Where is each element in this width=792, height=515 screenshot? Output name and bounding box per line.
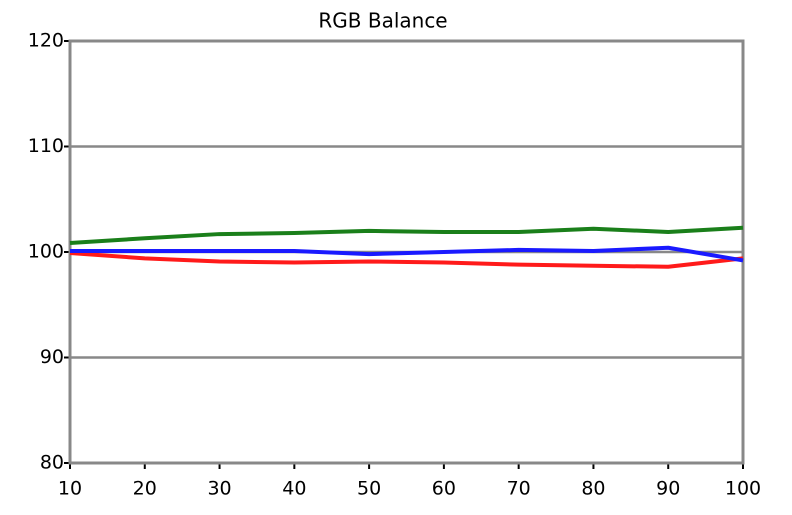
y-tick-label: 110	[28, 135, 64, 157]
y-tick-label: 100	[28, 241, 64, 263]
data-line	[69, 225, 744, 246]
x-tick-label: 40	[282, 478, 306, 500]
x-tick-label: 30	[207, 478, 231, 500]
data-line	[70, 245, 744, 263]
x-tick-label: 50	[357, 478, 381, 500]
x-tick-label: 70	[507, 478, 531, 500]
x-tick-label: 90	[656, 478, 680, 500]
x-tick-label: 100	[725, 478, 761, 500]
y-tick-label: 90	[40, 346, 64, 368]
x-tick-label: 10	[58, 478, 82, 500]
x-tick-label: 60	[432, 478, 456, 500]
data-line	[69, 251, 744, 269]
y-tick-label: 120	[28, 30, 64, 52]
y-tick-label: 80	[40, 452, 64, 474]
chart-title: RGB Balance	[318, 9, 447, 33]
x-tick-label: 80	[581, 478, 605, 500]
x-tick-label: 20	[133, 478, 157, 500]
